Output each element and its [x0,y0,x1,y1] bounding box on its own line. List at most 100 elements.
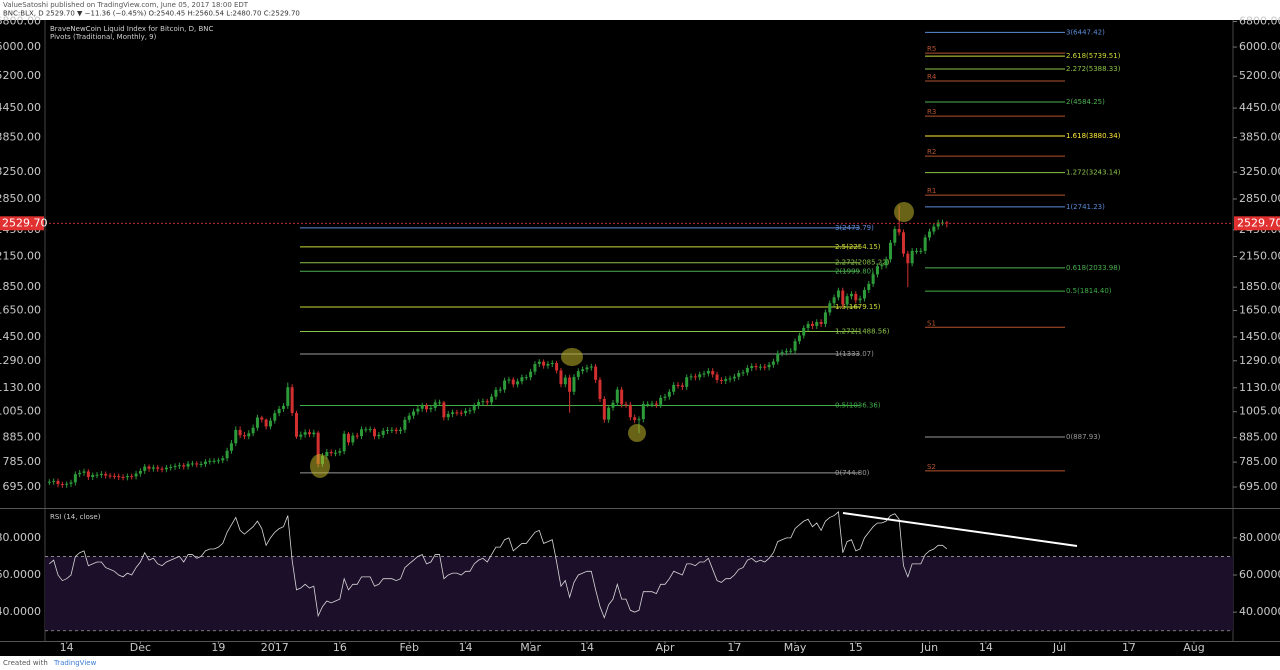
x-tick-label: Mar [520,641,541,654]
last-price-label: 2529.70 [2,216,48,229]
candle-body [802,327,806,336]
y-tick-label: 785.00 [3,455,42,468]
x-tick-label: 14 [580,641,594,654]
fib-label: 2.618(5739.51) [1066,52,1121,60]
candle-body [260,417,264,420]
x-tick-label: 2017 [261,641,289,654]
candle-body [429,407,433,410]
candle-body [862,289,866,299]
candle-body [156,467,160,469]
y-tick-label: 4450.00 [1239,101,1280,114]
candle-body [99,473,103,475]
candle-body [130,476,134,478]
candle-body [95,474,99,476]
candle-body [451,412,455,414]
candle-body [73,474,77,483]
candle-body [607,407,611,420]
candle-body [225,450,229,459]
y-tick-label: 6000.00 [0,40,41,53]
candle-body [659,397,663,405]
last-price-tag [1234,216,1280,231]
header-symbol: BNC:BLX, D 2529.70 ▼ −11.36 (−0.45%) O:2… [3,10,300,18]
candle-body [307,432,311,435]
y-tick-label: 3250.00 [1239,165,1280,178]
x-tick-label: 15 [849,641,863,654]
candle-body [403,419,407,430]
x-tick-label: 17 [1122,641,1136,654]
y-tick-label: 3850.00 [0,131,41,144]
candle-body [151,467,155,469]
y-tick-label: 1130.00 [0,381,41,394]
candle-body [516,381,520,385]
candle-body [711,370,715,375]
y-tick-label: 1650.00 [1239,304,1280,317]
candle-body [264,419,268,427]
candle-body [112,475,116,477]
candle-body [234,429,238,444]
candle-body [828,303,832,313]
candle-body [754,366,758,368]
candle-body [468,410,472,412]
highlight [561,348,583,366]
candle-body [810,323,814,326]
candle-body [884,259,888,266]
candle-body [563,377,567,385]
candle-body [715,374,719,380]
candle-body [82,471,86,473]
candle-body [685,377,689,387]
candle-body [117,476,121,478]
candle-body [342,433,346,452]
candle-body [693,376,697,378]
candle-body [134,473,138,477]
candle-body [507,379,511,381]
candle-body [485,401,489,403]
y-tick-label: 6000.00 [1239,40,1280,53]
candle-body [602,398,606,420]
candle-body [581,369,585,372]
candle-body [624,404,628,406]
candle-body [620,389,624,405]
candle-body [767,364,771,368]
x-tick-label: 14 [979,641,993,654]
y-tick-label: 1005.00 [1239,405,1280,418]
candle-body [893,229,897,243]
fib-label: 3(2473.79) [835,224,874,232]
y-tick-label: 1450.00 [1239,330,1280,343]
candle-body [459,412,463,414]
fib-label: 2.272(5388.33) [1066,65,1121,73]
candle-body [216,460,220,462]
candle-body [654,403,658,405]
candle-body [86,471,90,477]
candle-body [351,435,355,443]
candle-body [407,415,411,420]
candle-body [303,432,307,435]
candle-body [529,371,533,378]
y-tick-label: 1450.00 [0,330,41,343]
pivot-label: R1 [927,187,936,195]
rsi-tick-label: 60.0000 [0,568,41,581]
fib-label: 3(6447.42) [1066,28,1105,36]
candle-body [329,451,333,454]
candle-body [273,413,277,421]
candle-body [546,363,550,366]
candle-body [598,379,602,399]
candle-body [477,401,481,406]
footer-brand[interactable]: TradingView [53,659,97,667]
candle-body [104,473,108,476]
candle-body [594,366,598,380]
candle-body [373,429,377,437]
candle-body [503,380,507,390]
candle-body [520,377,524,382]
highlight [628,424,646,442]
candle-body [294,412,298,437]
y-tick-label: 1850.00 [1239,280,1280,293]
candle-body [242,435,246,437]
candle-body [550,362,554,364]
candle-body [394,429,398,432]
candle-body [706,370,710,374]
candle-body [637,419,641,421]
candle-body [823,312,827,324]
fib-label: 2(1999.80) [835,267,874,275]
x-tick-label: Jun [920,641,938,654]
